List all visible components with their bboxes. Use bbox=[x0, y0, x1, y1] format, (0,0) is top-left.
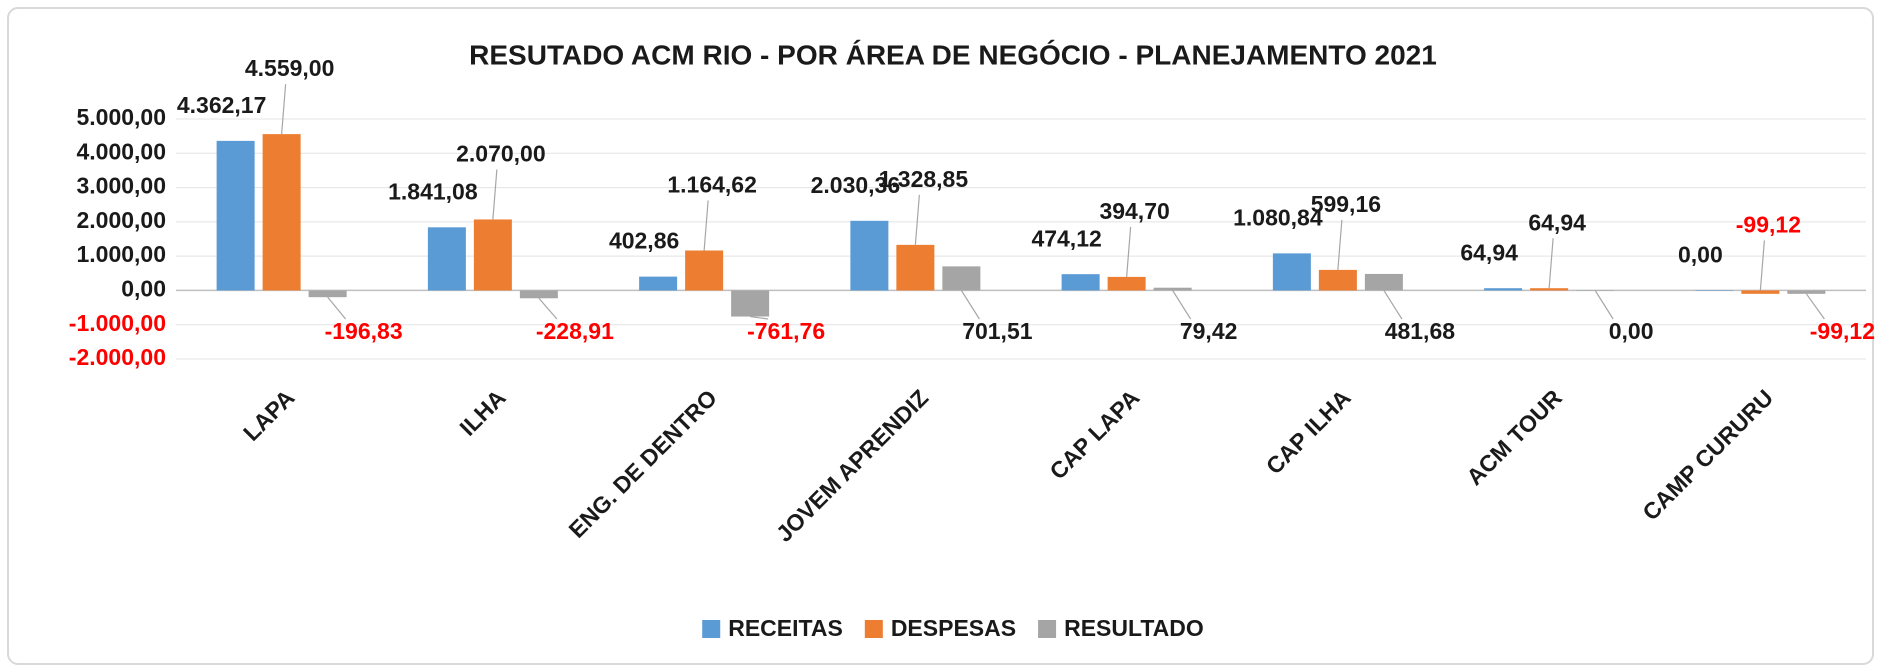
bar bbox=[1787, 290, 1826, 294]
bar bbox=[1107, 276, 1146, 291]
data-label: 0,00 bbox=[1678, 242, 1723, 268]
y-tick-label: -1.000,00 bbox=[69, 310, 166, 336]
legend-swatch bbox=[702, 620, 721, 638]
leader-line bbox=[960, 290, 980, 320]
data-label: 701,51 bbox=[962, 318, 1033, 344]
bar bbox=[1364, 273, 1403, 291]
y-tick-label: 5.000,00 bbox=[76, 104, 166, 130]
leader-line bbox=[538, 297, 558, 320]
data-label: 1.080,84 bbox=[1233, 204, 1323, 230]
legend-label: RECEITAS bbox=[728, 615, 843, 641]
data-label: 1.328,85 bbox=[879, 166, 969, 192]
data-label: 474,12 bbox=[1031, 225, 1101, 251]
bar bbox=[942, 266, 981, 291]
legend-label: RESULTADO bbox=[1064, 615, 1204, 641]
bar bbox=[519, 290, 558, 299]
bar bbox=[639, 276, 678, 291]
data-label: 2.030,36 bbox=[811, 172, 901, 198]
legend-swatch bbox=[864, 620, 883, 638]
leader-line bbox=[1594, 290, 1614, 320]
bar bbox=[473, 219, 512, 291]
leader-line bbox=[914, 194, 920, 245]
y-tick-label: -2.000,00 bbox=[69, 344, 166, 370]
leader-line bbox=[1383, 290, 1403, 320]
data-label: -196,83 bbox=[325, 318, 403, 344]
legend-swatch bbox=[1038, 620, 1057, 638]
leader-line bbox=[1172, 290, 1192, 320]
bar bbox=[1272, 253, 1311, 291]
bar bbox=[731, 290, 770, 317]
bar bbox=[896, 244, 935, 291]
bar bbox=[1318, 269, 1357, 291]
data-label: 0,00 bbox=[1609, 318, 1654, 344]
data-label: 402,86 bbox=[609, 228, 679, 254]
data-label: 2.070,00 bbox=[456, 141, 546, 167]
data-label: 599,16 bbox=[1311, 191, 1381, 217]
bar bbox=[685, 250, 724, 291]
leader-line bbox=[1337, 219, 1343, 270]
data-label: 4.362,17 bbox=[177, 92, 267, 118]
leader-line bbox=[281, 84, 287, 135]
data-label: 79,42 bbox=[1180, 318, 1238, 344]
data-label: 1.841,08 bbox=[388, 178, 478, 204]
leader-line bbox=[327, 296, 347, 320]
bar bbox=[1061, 274, 1100, 291]
data-label: -99,12 bbox=[1810, 318, 1875, 344]
bar bbox=[850, 220, 889, 291]
leader-line bbox=[750, 315, 769, 320]
data-label: 64,94 bbox=[1528, 209, 1586, 235]
data-label: -228,91 bbox=[536, 318, 614, 344]
leader-line bbox=[703, 200, 709, 251]
y-tick-label: 4.000,00 bbox=[76, 138, 166, 164]
data-label: 394,70 bbox=[1099, 198, 1169, 224]
y-tick-label: 0,00 bbox=[121, 276, 166, 302]
chart-title: RESUTADO ACM RIO - POR ÁREA DE NEGÓCIO -… bbox=[469, 39, 1437, 70]
data-label: -99,12 bbox=[1736, 212, 1801, 238]
bar bbox=[1153, 287, 1192, 291]
legend: RECEITAS DESPESAS RESULTADO bbox=[702, 615, 1204, 641]
bar bbox=[427, 227, 466, 291]
bar bbox=[262, 134, 301, 291]
data-label: 481,68 bbox=[1385, 318, 1456, 344]
data-label: 64,94 bbox=[1460, 239, 1518, 265]
bar bbox=[1484, 288, 1523, 291]
bar bbox=[1695, 290, 1734, 291]
leader-line bbox=[1126, 226, 1132, 277]
leader-line bbox=[1548, 238, 1554, 289]
leader-line bbox=[492, 169, 498, 220]
bar bbox=[1741, 290, 1780, 294]
bar bbox=[308, 290, 347, 298]
data-label: -761,76 bbox=[747, 318, 825, 344]
data-label: 4.559,00 bbox=[245, 55, 335, 81]
leader-line bbox=[1805, 293, 1825, 320]
bar bbox=[216, 140, 255, 291]
data-label: 1.164,62 bbox=[667, 172, 757, 198]
bar bbox=[1530, 288, 1569, 291]
chart-frame bbox=[7, 7, 1874, 665]
y-tick-label: 1.000,00 bbox=[76, 241, 166, 267]
y-tick-label: 3.000,00 bbox=[76, 173, 166, 199]
leader-line bbox=[1759, 240, 1765, 291]
legend-label: DESPESAS bbox=[891, 615, 1016, 641]
y-tick-label: 2.000,00 bbox=[76, 207, 166, 233]
